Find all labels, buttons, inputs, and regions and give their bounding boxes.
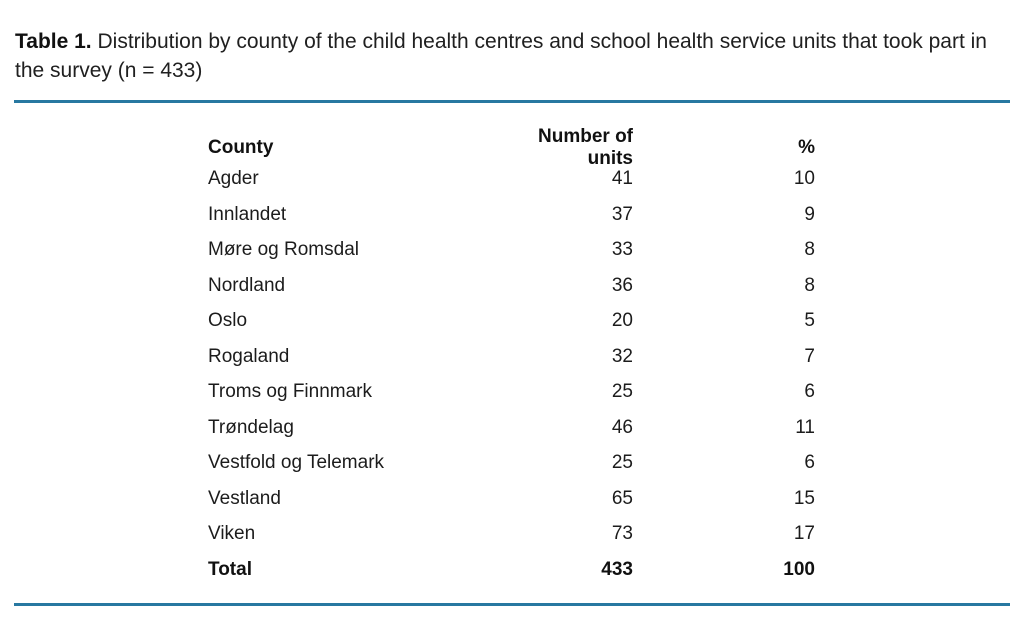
table-row: Troms og Finnmark 25 6 (208, 375, 815, 411)
percent-cell: 17 (793, 523, 815, 545)
table-row: Oslo 20 5 (208, 304, 815, 340)
table-row: Vestfold og Telemark 25 6 (208, 446, 815, 482)
county-cell: Viken (208, 523, 256, 545)
county-cell: Agder (208, 168, 259, 190)
table-row: Rogaland 32 7 (208, 339, 815, 375)
percent-cell: 15 (793, 487, 815, 509)
county-cell: Oslo (208, 310, 248, 332)
county-table: County Number of units % Agder 41 10 Inn… (208, 126, 815, 588)
units-cell: 20 (611, 310, 633, 332)
units-cell: 32 (611, 345, 633, 367)
county-cell: Nordland (208, 274, 286, 296)
county-cell: Møre og Romsdal (208, 239, 359, 261)
county-cell: Vestfold og Telemark (208, 452, 385, 474)
table-row: Viken 73 17 (208, 517, 815, 553)
percent-cell: 11 (795, 416, 815, 438)
units-cell: 25 (611, 452, 633, 474)
units-cell: 46 (611, 416, 633, 438)
table-row: Vestland 65 15 (208, 481, 815, 517)
percent-cell: 6 (804, 452, 815, 474)
county-cell: Trøndelag (208, 416, 294, 438)
table-body: Agder 41 10 Innlandet 37 9 Møre og Romsd… (208, 162, 815, 553)
percent-cell: 9 (804, 203, 815, 225)
table-header-row: County Number of units % (208, 126, 815, 169)
table-row: Agder 41 10 (208, 162, 815, 198)
total-units-value: 433 (601, 558, 633, 580)
table-caption-label: Table 1. (15, 30, 92, 53)
county-cell: Troms og Finnmark (208, 381, 372, 403)
units-cell: 36 (611, 274, 633, 296)
percent-cell: 8 (804, 274, 815, 296)
percent-cell: 7 (804, 345, 815, 367)
table-caption-text: Distribution by county of the child heal… (15, 30, 987, 82)
percent-cell: 5 (804, 310, 815, 332)
bottom-rule (14, 602, 1010, 606)
county-cell: Vestland (208, 487, 281, 509)
table-row: Møre og Romsdal 33 8 (208, 233, 815, 269)
units-cell: 65 (611, 487, 633, 509)
county-cell: Rogaland (208, 345, 290, 367)
percent-cell: 8 (804, 239, 815, 261)
units-cell: 25 (611, 381, 633, 403)
total-percent-value: 100 (783, 558, 815, 580)
percent-cell: 6 (804, 381, 815, 403)
units-cell: 37 (611, 203, 633, 225)
top-rule (14, 100, 1010, 103)
table-row: Nordland 36 8 (208, 268, 815, 304)
units-cell: 41 (611, 168, 633, 190)
header-county: County (208, 137, 274, 158)
header-percent: % (798, 137, 815, 158)
county-cell: Innlandet (208, 203, 287, 225)
table-row: Innlandet 37 9 (208, 197, 815, 233)
units-cell: 33 (611, 239, 633, 261)
header-number-of-units: Number of units (538, 126, 633, 169)
table-total-row: Total 433 100 (208, 552, 815, 588)
table-row: Trøndelag 46 11 (208, 410, 815, 446)
units-cell: 73 (611, 523, 633, 545)
percent-cell: 10 (793, 168, 815, 190)
total-label: Total (208, 558, 252, 580)
table-caption: Table 1. Distribution by county of the c… (0, 0, 1014, 85)
